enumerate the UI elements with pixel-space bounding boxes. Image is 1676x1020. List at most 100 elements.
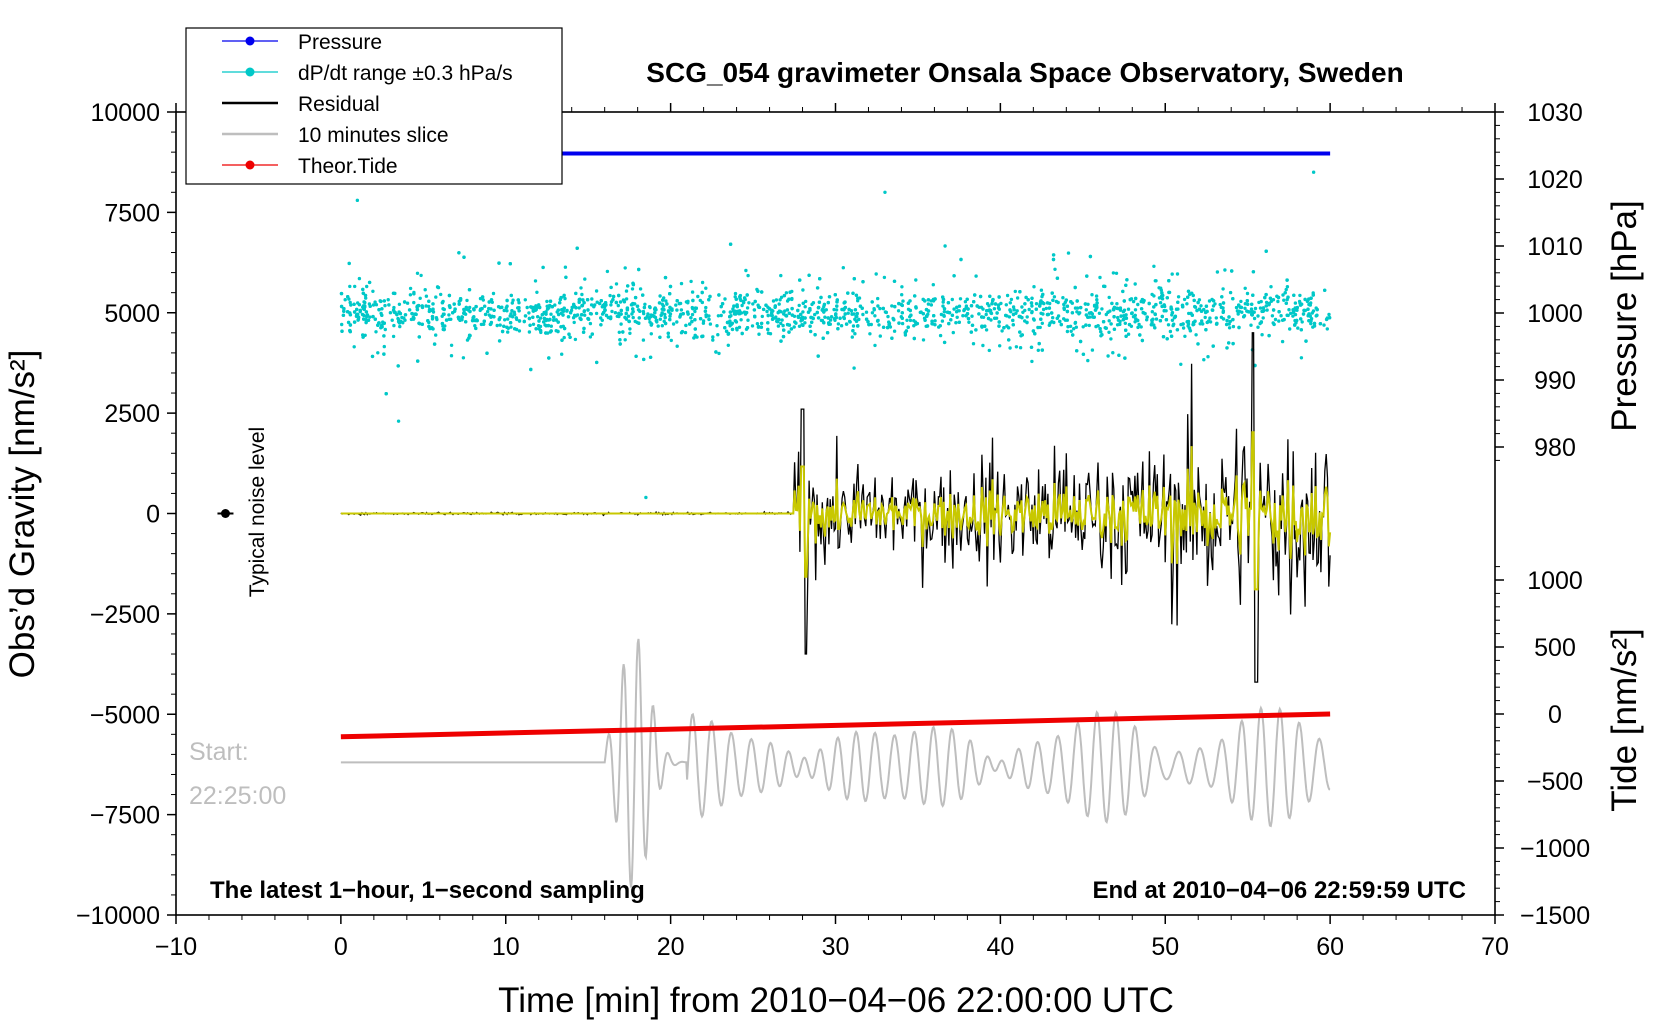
dpdt-point <box>803 305 807 309</box>
dpdt-point <box>398 311 403 316</box>
dpdt-point <box>790 313 794 317</box>
dpdt-point <box>781 323 785 328</box>
dpdt-point <box>661 298 665 302</box>
dpdt-point <box>547 306 551 310</box>
dpdt-point <box>777 302 781 306</box>
dpdt-point <box>511 298 515 302</box>
dpdt-point <box>600 305 605 309</box>
dpdt-point <box>701 319 706 323</box>
dpdt-point <box>668 317 672 322</box>
dpdt-point <box>481 298 485 302</box>
dpdt-point <box>877 323 881 327</box>
dpdt-point <box>1260 333 1264 337</box>
dpdt-point <box>1040 321 1045 325</box>
dpdt-point <box>664 299 668 303</box>
dpdt-point <box>541 265 545 270</box>
dpdt-point <box>987 348 991 353</box>
dpdt-point <box>1041 292 1045 297</box>
dpdt-point <box>353 284 357 289</box>
dpdt-point <box>1282 298 1286 302</box>
dpdt-point <box>1249 323 1253 327</box>
dpdt-point <box>1174 307 1179 311</box>
dpdt-point <box>1181 322 1185 326</box>
dpdt-point <box>634 354 638 358</box>
dpdt-point <box>876 304 880 308</box>
dpdt-point <box>1124 328 1128 332</box>
dpdt-point <box>1039 299 1043 303</box>
dpdt-point <box>971 342 976 346</box>
dpdt-point <box>813 333 817 337</box>
dpdt-point <box>738 311 742 316</box>
dpdt-point <box>759 321 764 326</box>
dpdt-point <box>432 342 437 346</box>
dpdt-point <box>1256 314 1260 318</box>
dpdt-point <box>1097 311 1102 315</box>
dpdt-point <box>720 302 725 306</box>
dpdt-point <box>1122 308 1127 312</box>
y-tick-label-pressure: 980 <box>1534 434 1576 462</box>
dpdt-point <box>1095 305 1099 310</box>
dpdt-point <box>618 300 623 304</box>
dpdt-point <box>660 324 664 328</box>
dpdt-point <box>1066 251 1071 255</box>
dpdt-point <box>1018 346 1023 350</box>
dpdt-point <box>1090 293 1094 297</box>
dpdt-point <box>991 297 995 302</box>
dpdt-point <box>1133 313 1137 318</box>
dpdt-point <box>1211 299 1216 303</box>
dpdt-point <box>1237 303 1241 307</box>
dpdt-point <box>604 313 609 318</box>
dpdt-point <box>1078 339 1083 344</box>
dpdt-point <box>1230 269 1234 273</box>
dpdt-point <box>462 311 466 315</box>
dpdt-point <box>495 323 499 328</box>
dpdt-point <box>1073 321 1077 325</box>
dpdt-point <box>1092 315 1096 319</box>
dpdt-point <box>796 308 800 313</box>
dpdt-point <box>943 244 947 248</box>
dpdt-point <box>1081 325 1085 329</box>
dpdt-point <box>1020 305 1024 309</box>
dpdt-point <box>550 305 554 309</box>
dpdt-point <box>412 316 416 320</box>
dpdt-point <box>999 301 1003 306</box>
dpdt-point <box>1267 301 1272 306</box>
dpdt-point <box>517 329 522 333</box>
dpdt-point <box>562 294 566 298</box>
legend-marker <box>245 160 255 170</box>
dpdt-point <box>966 316 971 321</box>
dpdt-point <box>1018 330 1022 334</box>
dpdt-point <box>908 318 913 323</box>
dpdt-point <box>784 291 789 295</box>
dpdt-point <box>348 313 353 317</box>
dpdt-point <box>380 325 384 329</box>
dpdt-point <box>836 327 840 331</box>
dpdt-point <box>525 305 529 310</box>
dpdt-point <box>562 306 566 310</box>
dpdt-point <box>603 301 608 305</box>
dpdt-point <box>942 310 947 314</box>
dpdt-point <box>1261 306 1266 310</box>
dpdt-point <box>675 344 679 348</box>
dpdt-point <box>1059 322 1064 327</box>
dpdt-point <box>447 317 451 321</box>
dpdt-point <box>809 329 813 334</box>
dpdt-point <box>952 307 956 311</box>
dpdt-point <box>986 316 991 321</box>
dpdt-point <box>1069 300 1073 304</box>
dpdt-point <box>368 304 372 308</box>
dpdt-point <box>1215 270 1220 274</box>
dpdt-point <box>993 316 997 320</box>
dpdt-point <box>387 303 391 307</box>
dpdt-point <box>912 319 916 323</box>
dpdt-point <box>1046 312 1051 317</box>
dpdt-point <box>1106 310 1110 314</box>
y-tick-label-tide: 500 <box>1534 634 1576 662</box>
dpdt-point <box>491 291 496 296</box>
dpdt-point <box>1224 322 1229 327</box>
dpdt-point <box>582 326 586 331</box>
dpdt-point <box>1139 307 1144 311</box>
dpdt-point <box>1250 312 1254 317</box>
dpdt-point <box>735 309 740 314</box>
dpdt-point <box>1157 296 1162 300</box>
